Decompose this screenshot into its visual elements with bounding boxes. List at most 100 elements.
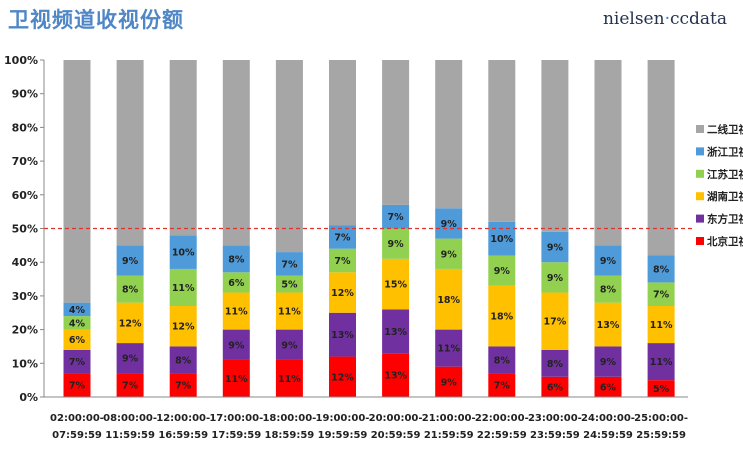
bar-segment — [435, 208, 463, 239]
x-tick-label: 11:59:59 — [105, 430, 155, 441]
data-label: 5% — [653, 384, 670, 395]
bar-segment — [435, 366, 463, 397]
bar-segment — [63, 60, 91, 303]
data-label: 9% — [122, 354, 139, 365]
bar-segment — [329, 312, 356, 357]
data-label: 4% — [69, 305, 86, 316]
y-tick-label: 100% — [4, 54, 38, 67]
data-label: 9% — [547, 273, 564, 284]
bar-segment — [647, 60, 675, 256]
bar-segment — [116, 245, 144, 276]
bar-segment — [594, 275, 622, 303]
legend-label: 浙江卫视 — [707, 145, 743, 158]
bar-segment — [647, 255, 675, 283]
data-label: 6% — [600, 382, 617, 393]
brand-logo: nielsen·ccdata — [603, 9, 727, 29]
data-label: 13% — [597, 320, 620, 331]
bar-segment — [275, 252, 303, 276]
data-label: 12% — [331, 288, 354, 299]
data-label: 11% — [278, 307, 301, 318]
data-label: 11% — [278, 374, 301, 385]
bar-segment — [594, 60, 622, 246]
data-label: 6% — [228, 278, 245, 289]
data-label: 13% — [384, 327, 407, 338]
bar-segment — [488, 373, 516, 397]
x-tick-label: 22:00:00- — [475, 413, 529, 424]
x-tick-label: 21:00:00- — [422, 413, 476, 424]
bar-segment — [541, 60, 569, 232]
y-tick-label: 60% — [12, 189, 38, 202]
data-label: 9% — [122, 256, 139, 267]
bar-segment — [169, 306, 197, 347]
x-tick-label: 20:00:00- — [369, 413, 423, 424]
bar-segment — [222, 245, 250, 273]
legend-label: 北京卫视 — [707, 235, 743, 248]
bar-segment — [329, 356, 356, 397]
legend-swatch — [696, 237, 704, 245]
bar-segment — [488, 60, 516, 222]
bar-segment — [222, 60, 250, 246]
data-label: 11% — [437, 344, 460, 355]
data-label: 12% — [172, 322, 195, 333]
data-label: 9% — [441, 249, 458, 260]
data-label: 7% — [388, 212, 405, 223]
bar-segment — [169, 346, 197, 374]
bar-segment — [382, 353, 410, 397]
bar-segment — [488, 285, 516, 347]
x-tick-label: 22:59:59 — [477, 430, 527, 441]
x-tick-label: 20:59:59 — [371, 430, 421, 441]
data-label: 13% — [331, 330, 354, 341]
bar-segment — [541, 231, 569, 263]
x-tick-label: 25:59:59 — [636, 430, 686, 441]
bar-segment — [329, 248, 356, 273]
legend-swatch — [696, 214, 704, 223]
x-tick-label: 18:59:59 — [265, 430, 315, 441]
bar-segment — [116, 373, 144, 397]
chart-title: 卫视频道收视份额 — [8, 8, 184, 32]
x-tick-label: 25:00:00- — [634, 413, 688, 424]
legend: 二线卫视浙江卫视江苏卫视湖南卫视东方卫视北京卫视 — [696, 123, 743, 248]
data-label: 10% — [172, 248, 195, 259]
data-label: 9% — [388, 239, 405, 250]
data-label: 18% — [437, 295, 460, 306]
legend-swatch — [696, 192, 704, 201]
legend-swatch — [696, 169, 704, 178]
bar-segment — [63, 329, 91, 350]
y-tick-label: 90% — [12, 88, 38, 101]
x-tick-label: 12:00:00- — [156, 413, 210, 424]
bar-segment — [222, 329, 250, 360]
x-tick-label: 19:59:59 — [318, 430, 368, 441]
brand-logo-dot: · — [664, 9, 670, 29]
data-label: 6% — [69, 335, 86, 346]
data-label: 9% — [441, 219, 458, 230]
x-tick-label: 24:00:00- — [581, 413, 635, 424]
bar-segment — [116, 302, 144, 344]
data-label: 9% — [547, 243, 564, 254]
bar-segment — [647, 380, 675, 397]
bar-segment — [63, 349, 91, 374]
data-label: 13% — [384, 371, 407, 382]
x-tick-label: 24:59:59 — [583, 430, 633, 441]
x-tick-label: 08:00:00- — [103, 413, 157, 424]
y-tick-label: 50% — [12, 223, 38, 236]
data-label: 7% — [334, 232, 351, 243]
legend-swatch — [696, 147, 704, 156]
y-tick-label: 0% — [19, 391, 38, 404]
bar-segment — [275, 60, 303, 253]
data-label: 4% — [69, 318, 86, 329]
bar-segment — [647, 306, 675, 344]
data-label: 7% — [494, 381, 511, 392]
data-label: 8% — [494, 355, 511, 366]
bar-segment — [382, 60, 410, 205]
brand-logo-left: nielsen — [602, 9, 665, 29]
bar-segment — [647, 282, 675, 307]
data-label: 7% — [175, 381, 192, 392]
data-label: 7% — [334, 256, 351, 267]
bar-segment — [594, 376, 622, 397]
x-tick-label: 16:59:59 — [158, 430, 208, 441]
data-label: 8% — [547, 359, 564, 370]
legend-label: 江苏卫视 — [707, 168, 743, 181]
bar-segment — [435, 268, 463, 330]
